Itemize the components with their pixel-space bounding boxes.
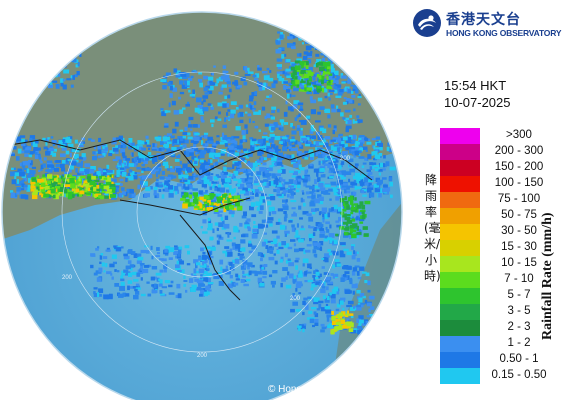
legend-label: 150 - 200 (494, 161, 544, 173)
range-label: 200 (197, 353, 208, 359)
legend-row: 3 - 5 (440, 304, 577, 320)
radar-range-boundary (1, 11, 403, 400)
range-label: 200 (290, 296, 301, 302)
coastline (9, 139, 373, 301)
legend-swatch (440, 272, 480, 288)
legend-row: 30 - 50 (440, 224, 577, 240)
range-ring-inner (136, 146, 268, 278)
legend-row: 1 - 2 (440, 336, 577, 352)
legend-label: 0.50 - 1 (499, 353, 539, 365)
legend-row: 75 - 100 (440, 192, 577, 208)
legend-swatch (440, 128, 480, 144)
radar-time: 15:54 HKT (444, 78, 507, 93)
legend-row: 10 - 15 (440, 256, 577, 272)
legend-row: 15 - 30 (440, 240, 577, 256)
range-label: 200 (340, 156, 351, 162)
legend-label: 3 - 5 (507, 305, 531, 317)
legend-row: 150 - 200 (440, 160, 577, 176)
legend-panel: 香港天文台 HONG KONG OBSERVATORY 15:54 HKT 10… (404, 0, 577, 400)
legend-label: >300 (506, 129, 532, 141)
legend-swatch (440, 192, 480, 208)
legend-swatch (440, 208, 480, 224)
legend-label: 200 - 300 (494, 145, 544, 157)
logo-name-en: HONG KONG OBSERVATORY (446, 28, 562, 38)
legend-swatch (440, 144, 480, 160)
legend-row: 0.50 - 1 (440, 352, 577, 368)
copyright-text: © Hong Kong Observatory (268, 384, 386, 395)
legend-label: 5 - 7 (507, 289, 531, 301)
legend-label: 0.15 - 0.50 (491, 369, 547, 381)
range-ring-outer (61, 71, 343, 353)
legend-swatch (440, 352, 480, 368)
legend-row: 50 - 75 (440, 208, 577, 224)
legend-swatch (440, 368, 480, 384)
legend-label: 75 - 100 (497, 193, 541, 205)
legend-swatch (440, 224, 480, 240)
legend-row: 100 - 150 (440, 176, 577, 192)
legend-row: 7 - 10 (440, 272, 577, 288)
legend-swatch (440, 288, 480, 304)
legend-label: 2 - 3 (507, 321, 531, 333)
legend-swatch (440, 256, 480, 272)
legend-label: 100 - 150 (494, 177, 544, 189)
legend-label: 50 - 75 (501, 209, 537, 221)
legend-swatch (440, 336, 480, 352)
legend-swatch (440, 160, 480, 176)
legend-label: 1 - 2 (507, 337, 531, 349)
legend-row: 5 - 7 (440, 288, 577, 304)
legend-row: 200 - 300 (440, 144, 577, 160)
legend-row: 2 - 3 (440, 320, 577, 336)
radar-map[interactable]: 200 200 200 200 (0, 0, 404, 400)
hko-logo: 香港天文台 HONG KONG OBSERVATORY (412, 6, 572, 42)
legend-label: 30 - 50 (501, 225, 537, 237)
legend-label: 7 - 10 (504, 273, 534, 285)
legend-swatch (440, 304, 480, 320)
legend-row: 0.15 - 0.50 (440, 368, 577, 384)
hko-logo-icon (413, 9, 441, 37)
range-label: 200 (62, 275, 73, 281)
legend-swatch (440, 240, 480, 256)
legend-label: 10 - 15 (501, 257, 537, 269)
legend-title-en: Rainfall Rate (mm/h) (540, 212, 555, 340)
logo-name-cn: 香港天文台 (446, 12, 521, 28)
legend-swatch (440, 320, 480, 336)
legend-title-cn: 降雨率(毫米/小時) (424, 173, 441, 283)
radar-date: 10-07-2025 (444, 95, 511, 110)
legend-row: >300 (440, 128, 577, 144)
legend-swatch (440, 176, 480, 192)
legend-label: 15 - 30 (501, 241, 537, 253)
